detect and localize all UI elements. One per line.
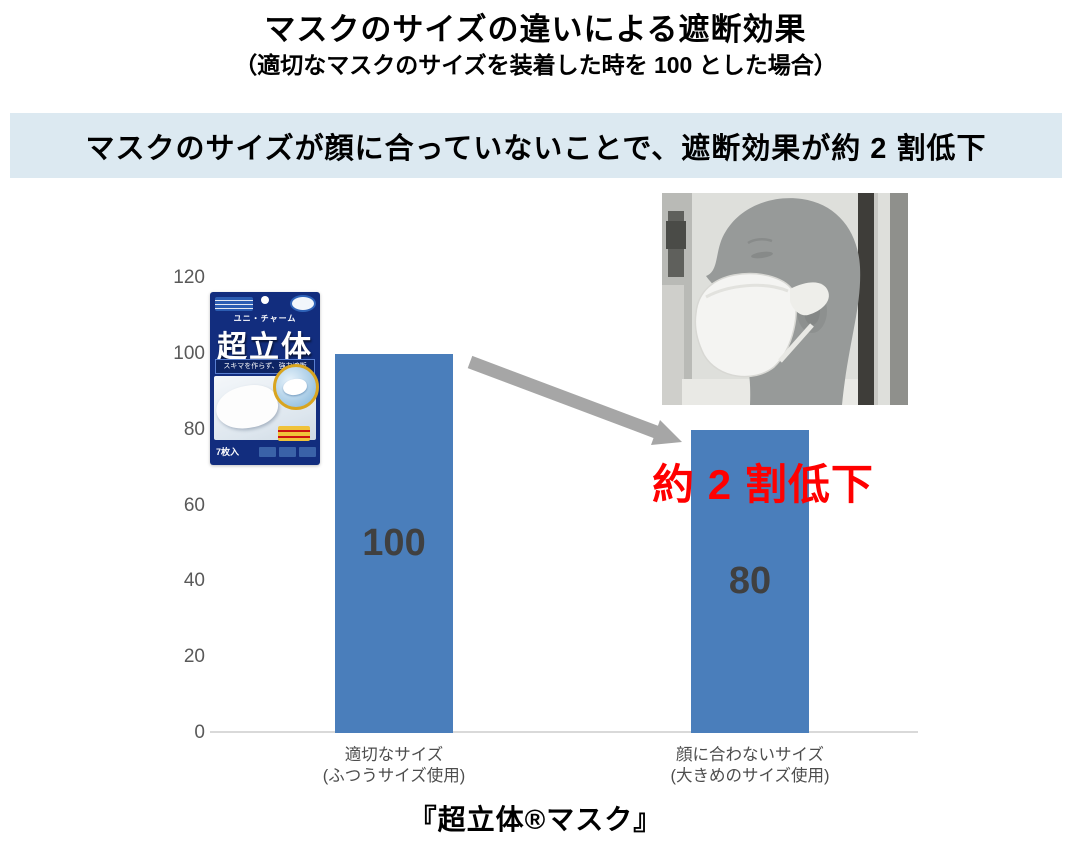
x-axis-category-label: 顔に合わないサイズ (大きめのサイズ使用) (670, 746, 830, 785)
brand-badge-icon (290, 295, 316, 312)
mask-strap (790, 282, 829, 316)
page-subtitle: （適切なマスクのサイズを装着した時を 100 とした場合） (234, 52, 837, 78)
mask-photo (662, 193, 908, 405)
package-brand: ユニ・チャーム (233, 314, 297, 323)
package-hanger-hole (261, 296, 269, 304)
x-axis-category-label: 適切なサイズ (ふつうサイズ使用) (322, 746, 466, 785)
package-info-box (215, 297, 253, 311)
y-axis-tick-label: 0 (194, 722, 205, 743)
package-mask-window (212, 364, 319, 441)
y-axis-tick-label: 40 (183, 570, 205, 592)
y-axis-tick-label: 60 (183, 494, 205, 516)
package-feature-box (299, 447, 316, 457)
white-mask (694, 272, 797, 378)
bar-1: 100 (335, 353, 453, 733)
y-axis-tick-label: 120 (173, 267, 205, 288)
package-zoom-circle (273, 364, 319, 410)
y-axis-tick-label: 20 (183, 646, 205, 668)
banner-text: マスクのサイズが顔に合っていないことで、遮断効果が約 2 割低下 (85, 132, 987, 165)
package-count-label: 7枚入 (216, 447, 240, 457)
x-axis-line (210, 731, 918, 733)
package-feature-box (259, 447, 276, 457)
package-feature-box (279, 447, 296, 457)
package-gold-tag (278, 426, 310, 441)
y-axis-tick-label: 80 (183, 418, 205, 440)
decline-annotation: 約 2 割低下 (652, 461, 874, 508)
highlight-banner: マスクのサイズが顔に合っていないことで、遮断効果が約 2 割低下 (10, 113, 1062, 178)
package-product-name: 超立体 (217, 331, 313, 364)
product-package-image: ユニ・チャーム 超立体 スキマを作らず、強力遮断 7枚入 (210, 292, 320, 465)
bar-2: 80 (691, 429, 809, 733)
product-caption: 『超立体®マスク』 (408, 804, 663, 835)
bar-value-label: 80 (728, 559, 772, 602)
bar-value-label: 100 (362, 521, 426, 564)
page-title: マスクのサイズの違いによる遮断効果 (264, 12, 807, 47)
package-bottom-strip: 7枚入 (210, 440, 320, 465)
y-axis-tick-label: 100 (173, 342, 205, 364)
package-mask-shape (212, 380, 282, 434)
package-zoom-mask-shape (282, 377, 308, 397)
